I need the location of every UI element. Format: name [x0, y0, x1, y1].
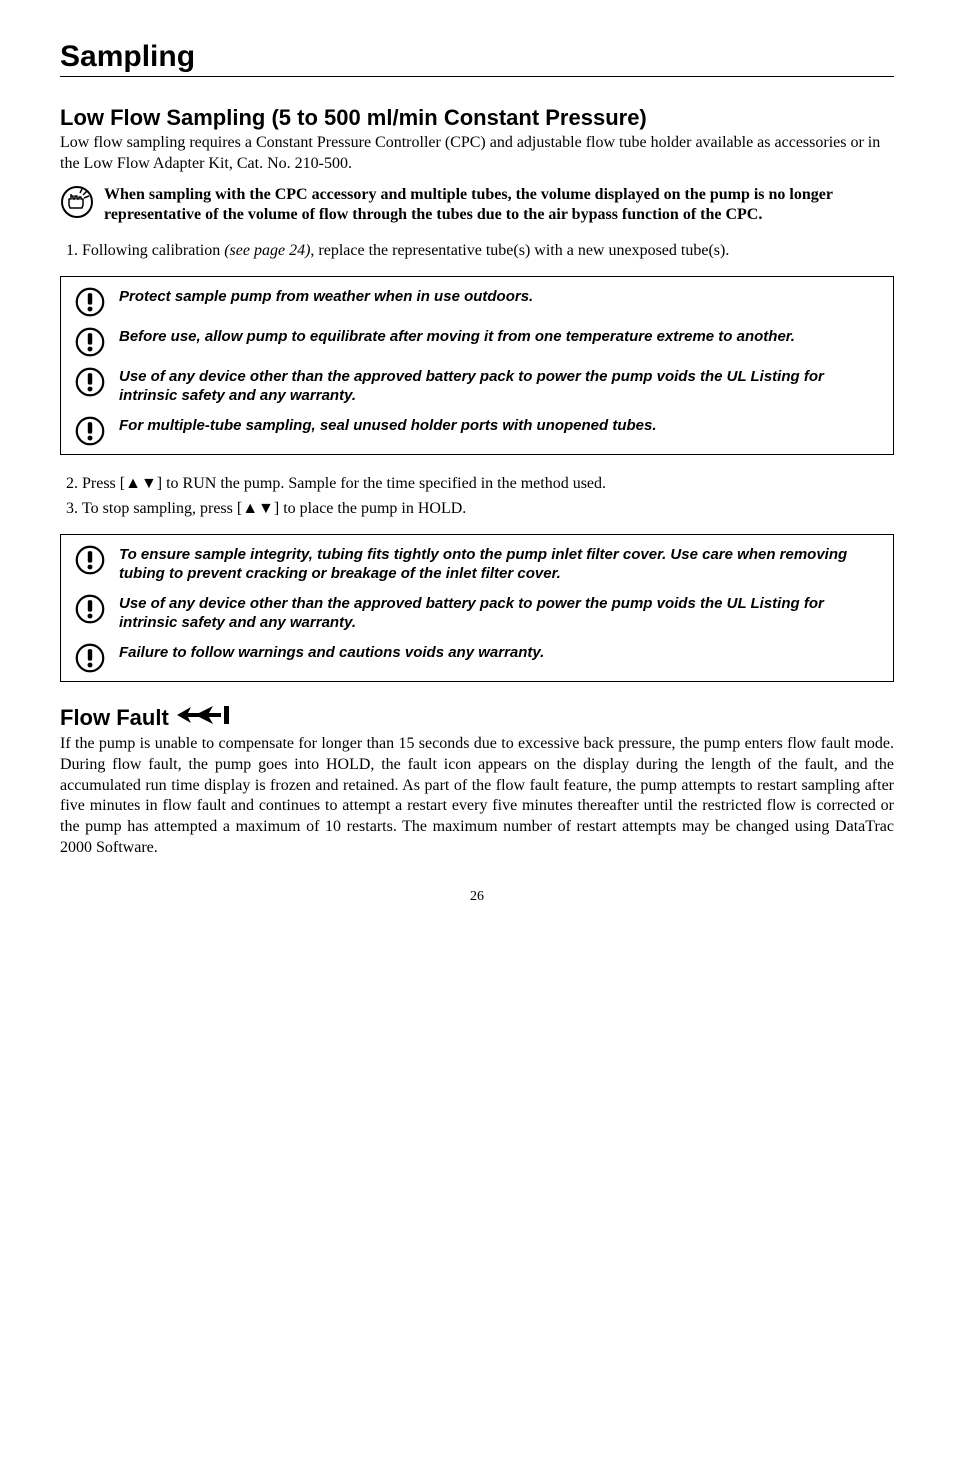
caution-icon — [75, 367, 109, 397]
caution-2-3-text: Failure to follow warnings and cautions … — [119, 643, 544, 663]
caution-1-1-text: Protect sample pump from weather when in… — [119, 287, 533, 307]
caution-1-2-text: Before use, allow pump to equilibrate af… — [119, 327, 795, 347]
caution-icon — [75, 643, 109, 673]
step-1: Following calibration (see page 24), rep… — [82, 240, 894, 262]
caution-1-3: Use of any device other than the approve… — [75, 367, 879, 406]
caution-2-2: Use of any device other than the approve… — [75, 594, 879, 633]
caution-box-1: Protect sample pump from weather when in… — [60, 276, 894, 455]
page-title: Sampling — [60, 40, 894, 77]
page-number: 26 — [60, 889, 894, 905]
steps-list-2: Press [▲▼] to RUN the pump. Sample for t… — [60, 473, 894, 520]
hand-note-icon — [60, 185, 94, 219]
section-low-flow-title: Low Flow Sampling (5 to 500 ml/min Const… — [60, 105, 894, 131]
flow-fault-body: If the pump is unable to compensate for … — [60, 734, 894, 859]
caution-1-4-text: For multiple-tube sampling, seal unused … — [119, 416, 657, 436]
note-cpc: When sampling with the CPC accessory and… — [60, 185, 894, 227]
caution-icon — [75, 416, 109, 446]
caution-icon — [75, 287, 109, 317]
caution-icon — [75, 545, 109, 575]
flow-fault-icon — [175, 704, 231, 732]
caution-2-3: Failure to follow warnings and cautions … — [75, 643, 879, 673]
low-flow-intro: Low flow sampling requires a Constant Pr… — [60, 133, 894, 175]
steps-list-1: Following calibration (see page 24), rep… — [60, 240, 894, 262]
caution-icon — [75, 594, 109, 624]
caution-2-1: To ensure sample integrity, tubing fits … — [75, 545, 879, 584]
flow-fault-title: Flow Fault — [60, 704, 894, 732]
caution-1-3-text: Use of any device other than the approve… — [119, 367, 879, 406]
caution-1-2: Before use, allow pump to equilibrate af… — [75, 327, 879, 357]
caution-icon — [75, 327, 109, 357]
caution-1-1: Protect sample pump from weather when in… — [75, 287, 879, 317]
caution-2-1-text: To ensure sample integrity, tubing fits … — [119, 545, 879, 584]
step-3: To stop sampling, press [▲▼] to place th… — [82, 498, 894, 520]
caution-box-2: To ensure sample integrity, tubing fits … — [60, 534, 894, 682]
caution-1-4: For multiple-tube sampling, seal unused … — [75, 416, 879, 446]
step-2: Press [▲▼] to RUN the pump. Sample for t… — [82, 473, 894, 495]
caution-2-2-text: Use of any device other than the approve… — [119, 594, 879, 633]
note-cpc-text: When sampling with the CPC accessory and… — [104, 185, 894, 227]
